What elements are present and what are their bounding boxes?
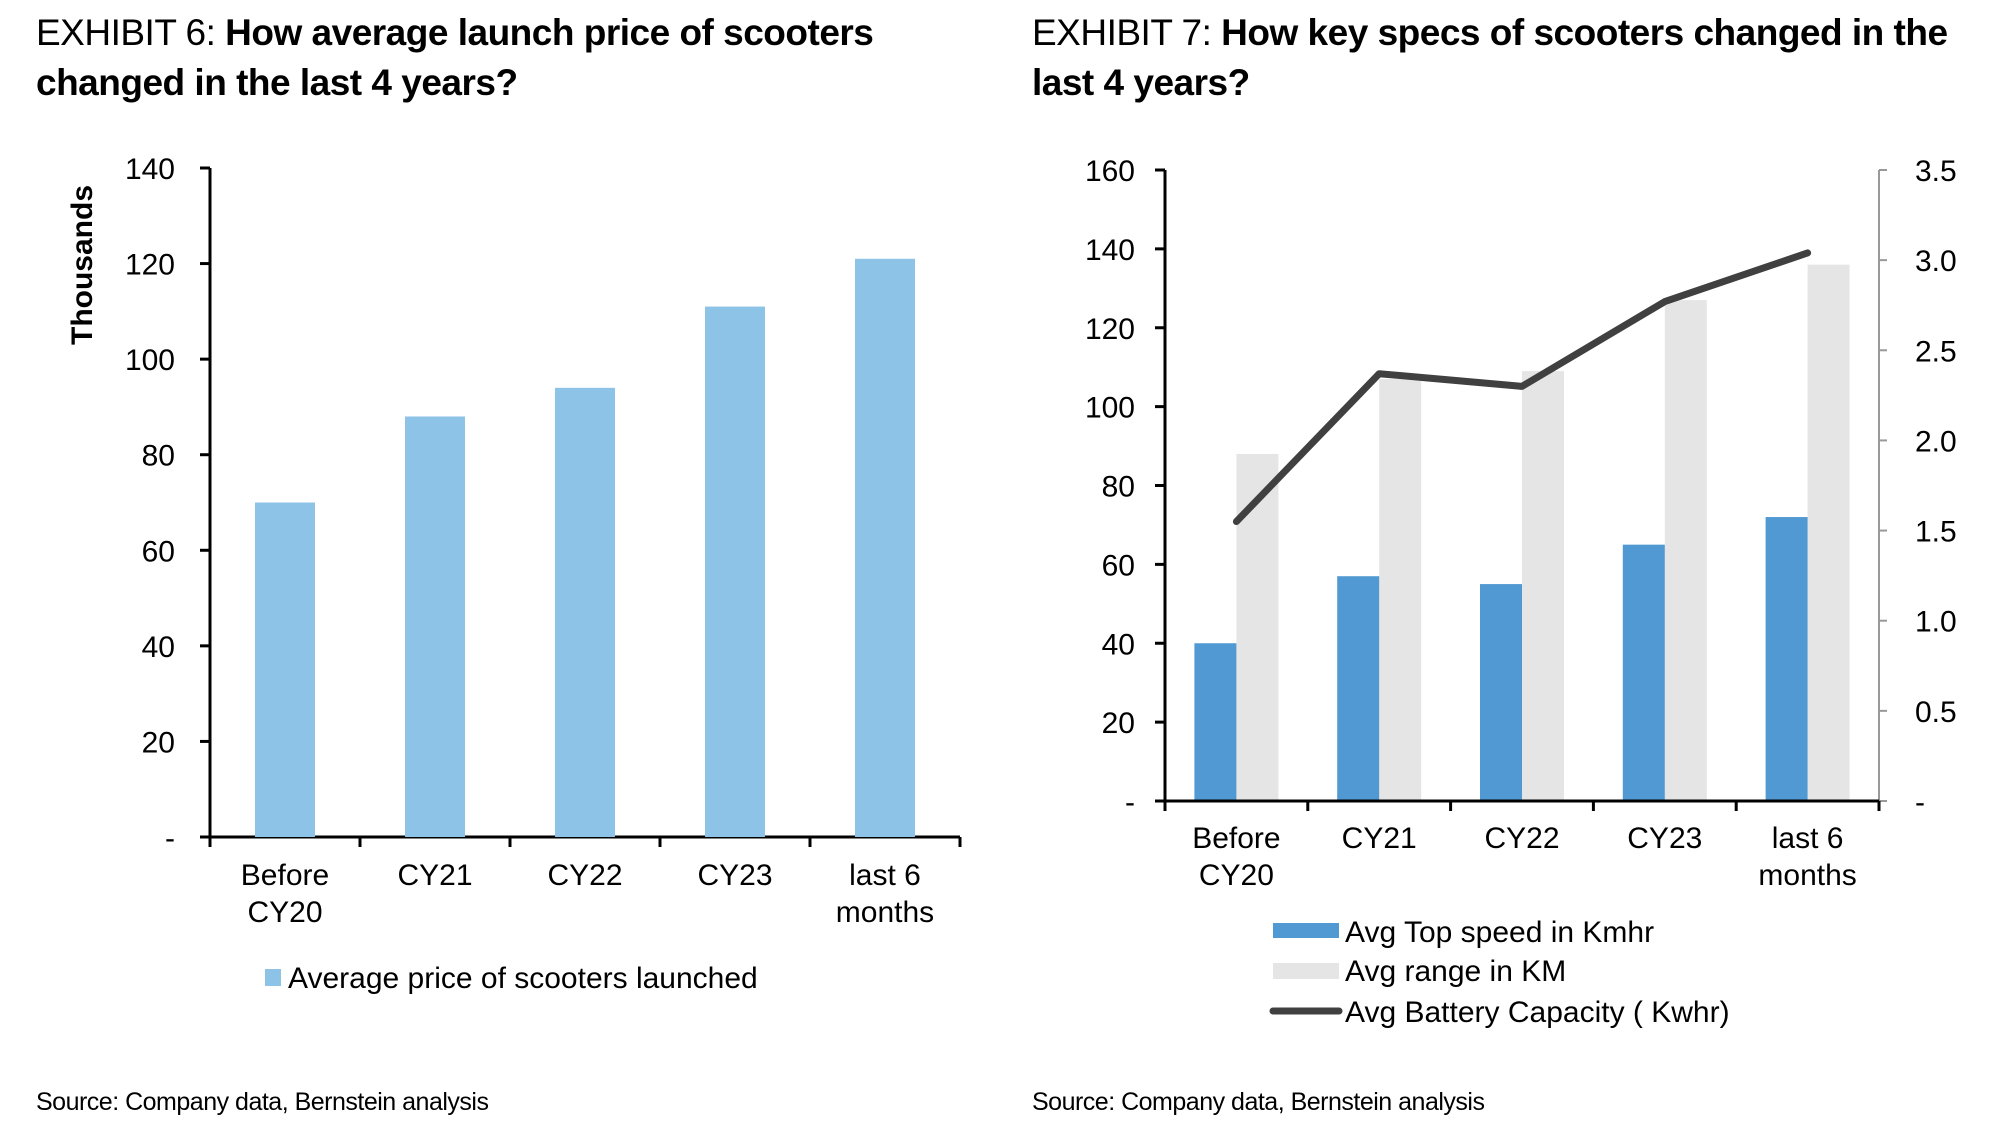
y-tick-label: 40 [1102,628,1135,661]
y-tick-label: 20 [1102,707,1135,740]
legend-label-range: Avg range in KM [1345,955,1566,988]
y2-tick-label: 0.5 [1915,696,1957,729]
battery-capacity-point [1235,520,1238,523]
exhibit-7-panel: EXHIBIT 7: How key specs of scooters cha… [1000,0,2000,1128]
y-tick-label: 80 [1102,471,1135,504]
x-tick-label: CY20 [247,896,322,929]
top-speed-bar [1622,544,1665,801]
y2-tick-label: 2.5 [1915,335,1957,368]
top-speed-bar [1194,643,1237,801]
y-tick-label: 120 [1085,313,1135,346]
exhibit-7-heading: How key specs of scooters changed in the… [1032,12,1948,103]
y-tick-label: 40 [142,631,175,664]
price-bar [555,387,615,837]
battery-capacity-point [1378,372,1381,375]
y2-tick-label: 1.5 [1915,516,1957,549]
legend-label-top-speed: Avg Top speed in Kmhr [1345,916,1654,949]
y-tick-label: 80 [142,440,175,473]
y2-tick-label: 2.0 [1915,425,1957,458]
battery-capacity-point [1663,300,1666,303]
exhibit-6-source: Source: Company data, Bernstein analysis [36,1088,489,1116]
y-tick-label: - [1125,786,1135,819]
y2-tick-label: 3.0 [1915,245,1957,278]
x-tick-label: Before [1192,822,1280,855]
exhibit-6-prefix: EXHIBIT 6: [36,12,226,53]
exhibit-7-title: EXHIBIT 7: How key specs of scooters cha… [1032,8,2000,108]
price-bar [255,502,315,837]
legend-swatch-price [265,969,281,986]
legend-swatch-range [1273,963,1339,979]
x-tick-label: CY20 [1199,859,1274,892]
x-tick-label: months [836,896,934,929]
legend-swatch-top-speed [1273,923,1339,938]
top-speed-bar [1765,517,1808,801]
legend-label-price: Average price of scooters launched [288,962,758,995]
top-speed-bar [1480,584,1522,801]
x-tick-label: CY22 [547,859,622,892]
exhibit-7-prefix: EXHIBIT 7: [1032,12,1222,53]
x-tick-label: CY21 [1342,822,1417,855]
price-bar-chart: - 20 40 60 80 100 120 140 Thousands Before CY20 CY2… [66,153,962,995]
y-tick-label: 160 [1085,155,1135,188]
y-tick-label: 100 [1085,392,1135,425]
x-tick-label: months [1758,859,1856,892]
x-tick-label: last 6 [1772,822,1844,855]
y-tick-label: 60 [142,535,175,568]
y-tick-label: - [165,822,175,855]
y2-tick-label: 1.0 [1915,606,1957,639]
x-tick-label: CY22 [1484,822,1559,855]
x-tick-label: CY21 [397,859,472,892]
range-bar [1807,264,1850,801]
battery-capacity-point [1521,385,1523,388]
specs-combo-chart: - 20 40 60 80 100 120 140 160 - 0.5 1.0 1.5 2.0 2.5 3.0… [1085,155,1957,1029]
y2-tick-label: 3.5 [1915,155,1957,188]
y-tick-label: 140 [125,153,175,186]
range-bar [1522,371,1564,801]
y-tick-label: 20 [142,726,175,759]
exhibit-7-source: Source: Company data, Bernstein analysis [1032,1088,1485,1116]
price-bar [705,306,765,837]
range-bar [1379,379,1422,801]
x-tick-label: Before [241,859,329,892]
y-tick-label: 100 [125,344,175,377]
range-bar [1664,300,1707,801]
price-bar [855,258,915,837]
legend-label-battery: Avg Battery Capacity ( Kwhr) [1345,996,1730,1029]
x-tick-label: CY23 [697,859,772,892]
y2-tick-label: - [1915,786,1925,819]
range-bar [1236,453,1279,801]
battery-capacity-point [1806,251,1809,254]
y-tick-label: 60 [1102,549,1135,582]
y-tick-label: 120 [125,249,175,282]
exhibit-6-panel: EXHIBIT 6: How average launch price of s… [36,12,962,1116]
x-tick-label: CY23 [1627,822,1702,855]
y-axis-title: Thousands [66,185,99,345]
exhibit-6-heading: How average launch price of scooters cha… [36,12,874,103]
exhibit-6-title: EXHIBIT 6: How average launch price of s… [36,8,1016,108]
x-tick-label: last 6 [849,859,921,892]
price-bar [405,416,465,837]
top-speed-bar [1337,576,1380,801]
y-tick-label: 140 [1085,234,1135,267]
